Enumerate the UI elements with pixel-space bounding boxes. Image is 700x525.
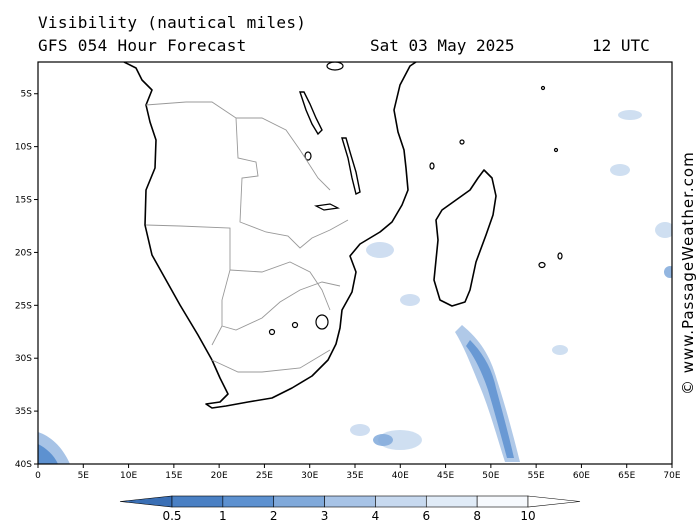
- lon-tick-label: 65E: [618, 471, 635, 481]
- lon-tick-label: 5E: [78, 471, 90, 481]
- forecast-time: 12 UTC: [592, 36, 650, 55]
- lon-tick-label: 55E: [528, 471, 545, 481]
- lon-tick-label: 40E: [392, 471, 409, 481]
- colorbar-extend-low: [119, 495, 173, 508]
- lon-tick-label: 20E: [211, 471, 228, 481]
- lon-tick-label: 30E: [301, 471, 318, 481]
- colorbar-segment: [375, 495, 427, 508]
- lat-tick-label: 10S: [15, 143, 32, 153]
- lat-tick-label: 5S: [21, 90, 33, 100]
- colorbar-label: 6: [422, 509, 430, 523]
- colorbar-label: 8: [473, 509, 481, 523]
- forecast-date: Sat 03 May 2025: [370, 36, 515, 55]
- colorbar-segment: [425, 495, 478, 508]
- colorbar-segment: [324, 495, 376, 508]
- lat-tick-label: 15S: [15, 196, 32, 206]
- lon-tick-label: 50E: [482, 471, 499, 481]
- colorbar-label: 0.5: [162, 509, 181, 523]
- forecast-subtitle: GFS 054 Hour Forecast: [38, 36, 247, 55]
- colorbar-segment: [273, 495, 325, 508]
- lon-tick-label: 0: [35, 471, 41, 481]
- country-borders: [145, 101, 349, 373]
- colorbar-label: 10: [520, 509, 535, 523]
- colorbar-label: 3: [321, 509, 329, 523]
- lon-tick-label: 35E: [346, 471, 363, 481]
- map-title: Visibility (nautical miles): [38, 13, 307, 32]
- colorbar-label: 1: [219, 509, 227, 523]
- colorbar-segment: [222, 495, 275, 508]
- lat-tick-label: 35S: [15, 407, 32, 417]
- colorbar-segment: [171, 495, 224, 508]
- lon-tick-label: 60E: [573, 471, 590, 481]
- lat-tick-label: 40S: [15, 460, 32, 470]
- lat-tick-label: 20S: [15, 248, 32, 258]
- colorbar-label: 4: [372, 509, 380, 523]
- axis-ticks: 0 5E 10E 15E 20E 25E 30E 35E 40E 45E 50E 55E 60E 65E 7…: [15, 90, 681, 481]
- lon-tick-label: 10E: [120, 471, 137, 481]
- lon-tick-label: 25E: [256, 471, 273, 481]
- lon-tick-label: 45E: [437, 471, 454, 481]
- colorbar-segment: [476, 495, 529, 508]
- lon-tick-label: 70E: [663, 471, 680, 481]
- coastlines: [123, 62, 563, 409]
- colorbar-extend-high: [527, 495, 581, 508]
- lat-tick-label: 25S: [15, 301, 32, 311]
- lat-tick-label: 30S: [15, 354, 32, 364]
- colorbar-label: 2: [270, 509, 278, 523]
- lon-tick-label: 15E: [165, 471, 182, 481]
